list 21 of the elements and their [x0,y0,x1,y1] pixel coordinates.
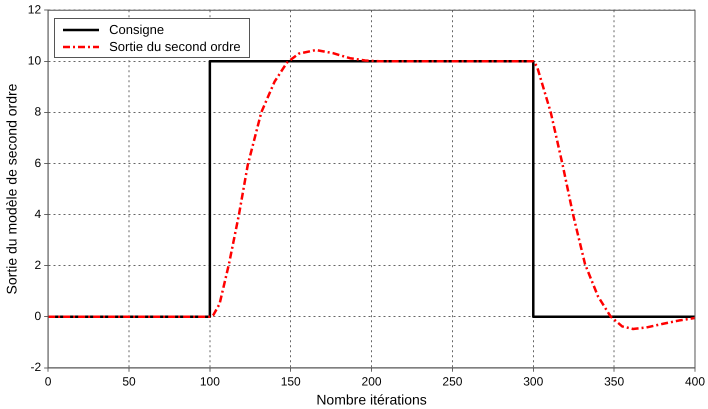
x-tick-label: 150 [280,374,302,388]
y-tick-label: 10 [28,54,42,68]
x-tick-label: 0 [44,374,52,388]
legend-label: Consigne [109,21,164,38]
y-tick-label: 12 [28,2,42,17]
x-tick-label: 100 [200,374,220,388]
y-tick-label: 8 [34,104,42,119]
y-tick-label: -2 [30,360,42,374]
x-axis-title: Nombre itérations [316,391,427,408]
y-tick-label: 0 [34,309,42,324]
y-tick-label: 4 [34,206,42,221]
x-tick-label: 300 [523,374,544,388]
x-tick-label: 400 [684,374,706,388]
legend-label: Sortie du second ordre [109,38,241,56]
y-axis-title: Sortie du modèle de second ordre [3,83,20,294]
y-tick-label: 6 [34,156,42,170]
x-tick-label: 350 [604,374,624,388]
x-tick-label: 50 [122,374,136,388]
y-tick-label: 2 [34,258,42,272]
x-tick-label: 250 [442,374,463,388]
x-tick-label: 200 [362,374,382,388]
